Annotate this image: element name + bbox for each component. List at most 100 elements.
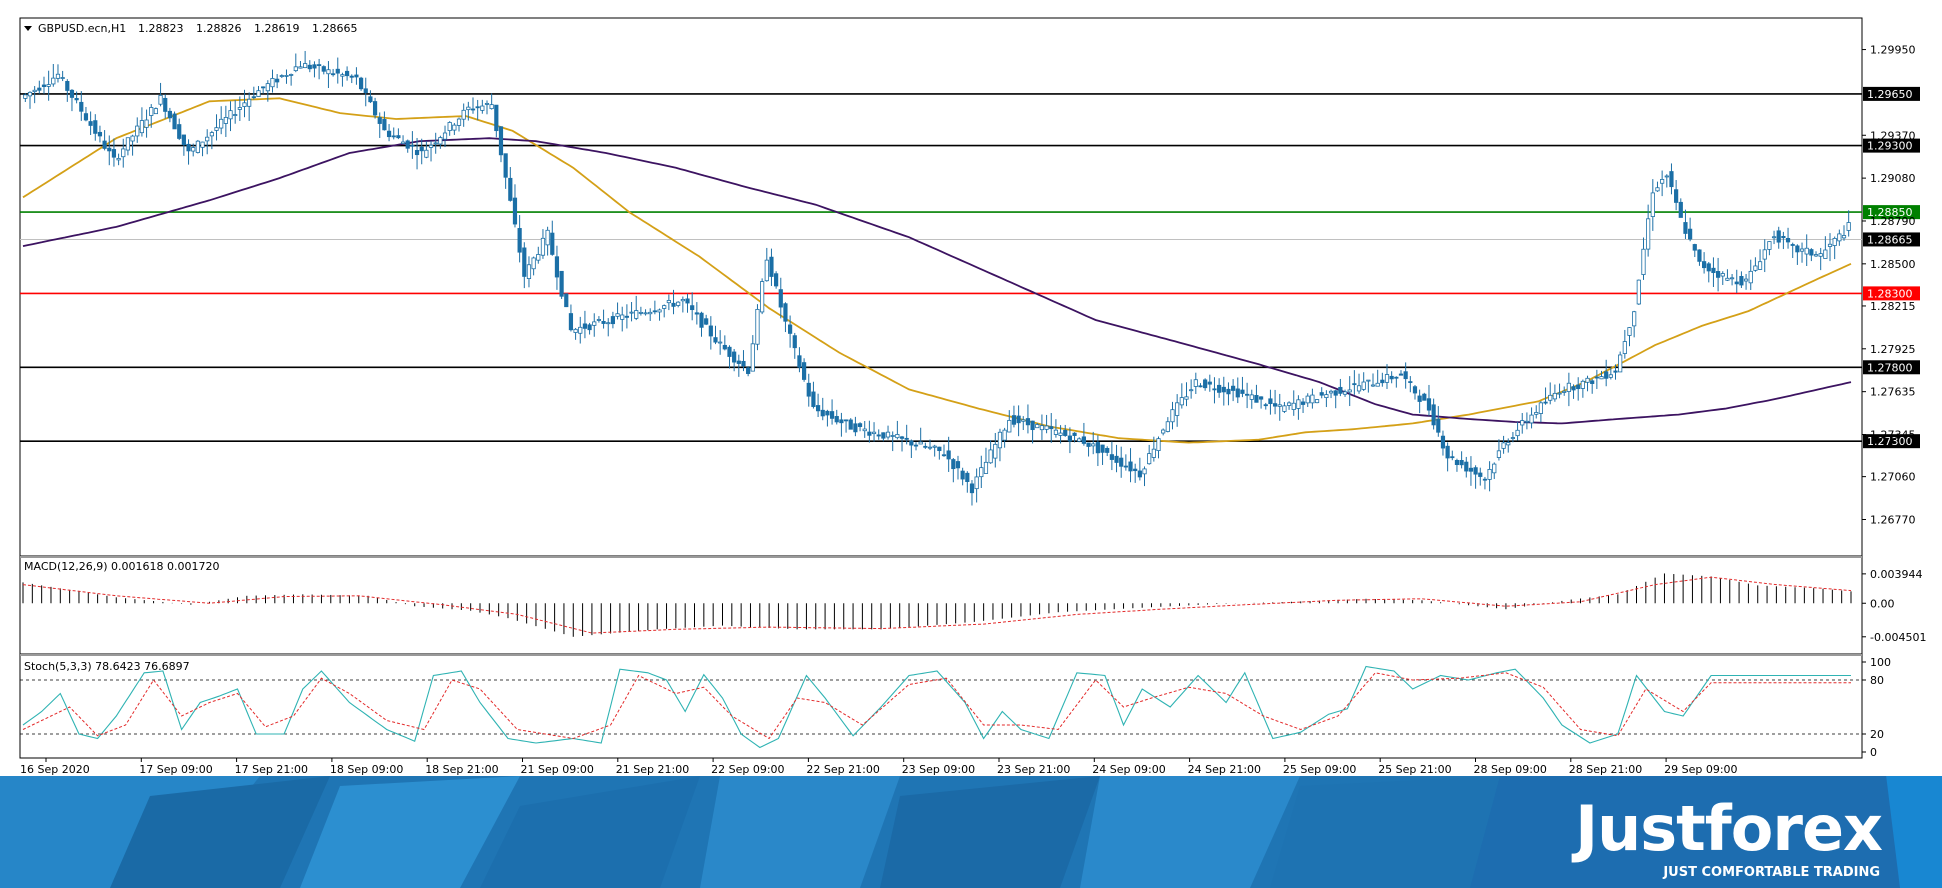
candle-body [1161,429,1166,434]
candle-body [1813,254,1819,257]
candle-body [718,341,723,344]
candle-body [1165,421,1170,432]
candle-body [456,118,462,126]
candle-body [1170,409,1175,423]
candle-body [1338,386,1343,394]
candle-body [899,436,905,439]
candle-body [331,73,336,76]
candle-body [913,444,919,447]
symbol-dropdown-icon[interactable] [24,26,32,31]
x-tick-label: 23 Sep 09:00 [902,763,975,776]
candle-body [1063,429,1068,436]
candle-body [857,423,863,427]
stoch-label: Stoch(5,3,3) 78.6423 76.6897 [24,660,190,673]
candle-body [690,305,695,311]
candle-body [172,113,177,130]
candle-body [540,237,546,256]
candle-body [1767,241,1772,250]
candle-body [1576,384,1581,390]
candle-body [498,126,504,156]
level-tag [1863,434,1920,449]
candle-body [219,118,224,129]
candle-body [867,431,872,436]
candle-body [1044,425,1049,430]
candle-body [1711,267,1716,274]
candle-body [1436,418,1441,433]
candle-body [536,254,541,261]
candle-body [1305,395,1310,404]
candle-body [1566,382,1571,392]
candle-body [1123,465,1128,468]
candle-body [1258,396,1264,400]
candle-body [666,300,671,304]
candle-body [531,257,536,270]
x-tick-label: 25 Sep 09:00 [1283,763,1356,776]
candle-body [1184,396,1189,400]
candle-body [620,314,625,320]
candle-body [1473,467,1478,475]
x-tick-label: 24 Sep 09:00 [1092,763,1165,776]
candle-body [265,83,270,92]
candle-body [1715,271,1721,278]
candle-body [93,120,98,134]
candle-body [1627,327,1632,336]
candle-body [1841,235,1847,239]
candle-body [1562,390,1567,393]
candle-body [568,313,574,331]
macd-tick-label: 0.00 [1870,597,1895,610]
chart-header-open: 1.28823 [138,22,184,35]
x-tick-label: 21 Sep 21:00 [616,763,689,776]
candle-body [909,440,914,446]
candle-body [839,419,844,424]
candle-body [1072,432,1077,436]
candle-body [923,445,928,448]
candle-body [51,77,56,85]
y-tick-label: 1.27925 [1870,343,1916,356]
x-tick-label: 28 Sep 09:00 [1474,763,1547,776]
candle-body [419,146,424,152]
candle-body [74,98,79,101]
candle-body [1478,472,1483,477]
candle-body [386,130,392,138]
candle-body [1021,419,1026,422]
candle-body [885,431,891,438]
candle-body [223,117,228,124]
candle-body [1632,311,1637,327]
candle-body [941,454,947,457]
candle-body [1529,414,1534,424]
candle-body [657,309,662,313]
candle-body [307,64,312,70]
candle-body [1743,278,1749,282]
candle-body [699,312,704,328]
candle-body [983,461,989,474]
candle-body [1552,392,1557,400]
candle-body [1007,420,1012,433]
candle-body [433,142,438,145]
x-tick-label: 23 Sep 21:00 [997,763,1070,776]
level-tag-label: 1.28850 [1867,206,1913,219]
candle-body [1105,447,1110,453]
candle-body [88,121,93,126]
candle-body [1762,249,1767,260]
brand-banner: Justforex JUST COMFORTABLE TRADING [0,776,1942,888]
candle-body [559,270,564,297]
candle-body [1776,230,1781,243]
candle-body [783,303,788,322]
candle-body [1818,253,1823,257]
macd-tick-label: 0.003944 [1870,568,1923,581]
candle-body [1342,391,1348,395]
candle-body [951,459,956,470]
candle-body [918,441,923,445]
candle-body [1823,249,1828,259]
candle-body [1226,388,1231,395]
candle-body [135,125,140,137]
candle-body [1464,461,1469,472]
level-tag [1863,360,1920,375]
candle-body [1771,236,1777,239]
candle-body [1618,354,1623,373]
candle-body [1221,386,1226,393]
candle-body [1203,379,1208,389]
candle-body [405,140,410,149]
candle-body [177,124,182,139]
candle-body [284,75,289,77]
